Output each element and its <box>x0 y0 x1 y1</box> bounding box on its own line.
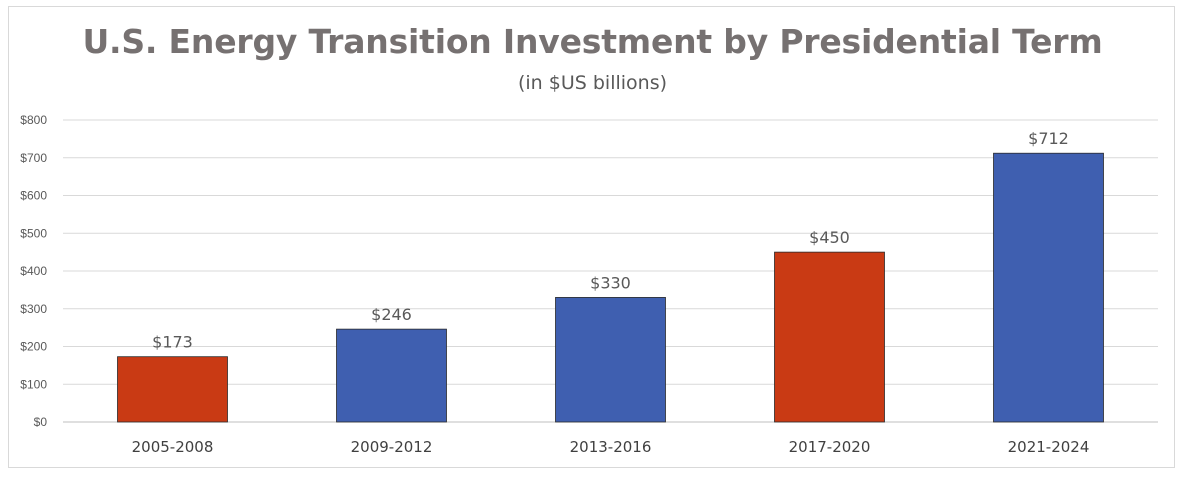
x-tick-label: 2005-2008 <box>132 438 214 456</box>
y-tick-label: $800 <box>20 113 47 127</box>
x-tick-label: 2017-2020 <box>789 438 871 456</box>
data-label: $330 <box>590 273 631 292</box>
bars <box>117 152 1104 423</box>
x-axis: 2005-2008 2009-2012 2013-2016 2017-2020 2021… <box>132 438 1090 456</box>
y-tick-label: $0 <box>34 415 48 429</box>
y-tick-label: $300 <box>20 302 47 316</box>
x-tick-label: 2009-2012 <box>351 438 433 456</box>
y-tick-label: $500 <box>20 226 47 240</box>
bar-2021-2024 <box>993 152 1104 423</box>
bar-2005-2008 <box>117 356 228 423</box>
bar-2013-2016 <box>555 297 666 423</box>
data-label: $712 <box>1028 129 1069 148</box>
x-tick-label: 2021-2024 <box>1008 438 1090 456</box>
y-axis: $0 $100 $200 $300 $400 $500 $600 $700 $800 <box>20 113 47 429</box>
bar-2017-2020 <box>774 251 885 423</box>
data-label: $246 <box>371 305 412 324</box>
bar-2009-2012 <box>336 328 447 423</box>
y-tick-label: $700 <box>20 151 47 165</box>
x-tick-label: 2013-2016 <box>570 438 652 456</box>
y-tick-label: $600 <box>20 189 47 203</box>
chart-title: U.S. Energy Transition Investment by Pre… <box>82 22 1103 61</box>
data-label: $450 <box>809 228 850 247</box>
data-label: $173 <box>152 333 193 352</box>
y-tick-label: $100 <box>20 377 47 391</box>
data-labels: $173 $246 $330 $450 $712 <box>152 129 1069 351</box>
chart-subtitle: (in $US billions) <box>517 72 668 94</box>
y-tick-label: $400 <box>20 264 47 278</box>
y-tick-label: $200 <box>20 340 47 354</box>
